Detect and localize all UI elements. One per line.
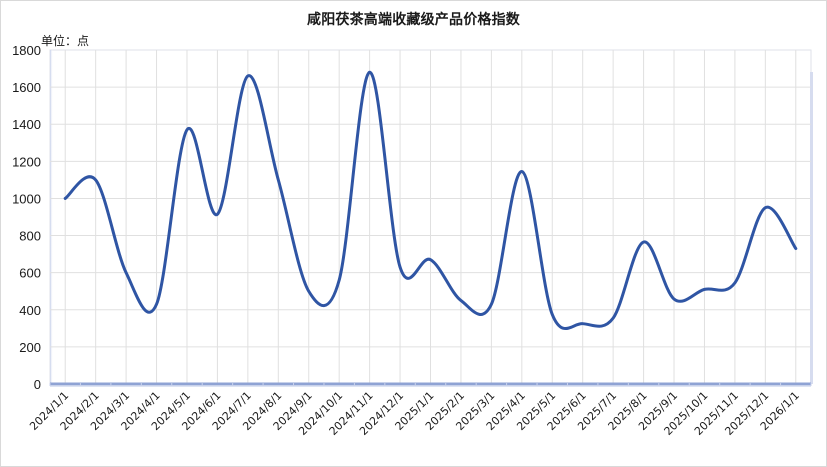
y-tick-label: 1200	[12, 154, 41, 169]
vertical-gridlines	[64, 50, 797, 384]
chart-title: 咸阳茯茶高端收藏级产品价格指数	[307, 12, 520, 28]
x-axis	[49, 382, 812, 387]
y-tick-label: 1800	[12, 43, 41, 58]
plot-area: 0 200 400 600 800 1000 1200 1400 1600 1800 2024/1…	[12, 43, 813, 438]
price-index-line	[63, 70, 798, 330]
y-tick-label: 1000	[12, 191, 41, 206]
y-tick-label: 800	[19, 229, 41, 244]
y-tick-label: 1600	[12, 80, 41, 95]
y-axis-labels: 0 200 400 600 800 1000 1200 1400 1600 1800	[12, 43, 41, 392]
y-tick-label: 600	[19, 266, 41, 281]
plot-right-shadow	[810, 72, 813, 384]
plot-left-shadow	[50, 50, 53, 384]
unit-label: 单位：点	[41, 34, 90, 48]
y-tick-label: 200	[19, 340, 41, 355]
y-tick-label: 1400	[12, 117, 41, 132]
y-tick-label: 400	[19, 303, 41, 318]
y-tick-label: 0	[34, 377, 41, 392]
x-axis-labels: 2024/1/12024/2/12024/3/12024/4/12024/5/1…	[27, 389, 802, 438]
